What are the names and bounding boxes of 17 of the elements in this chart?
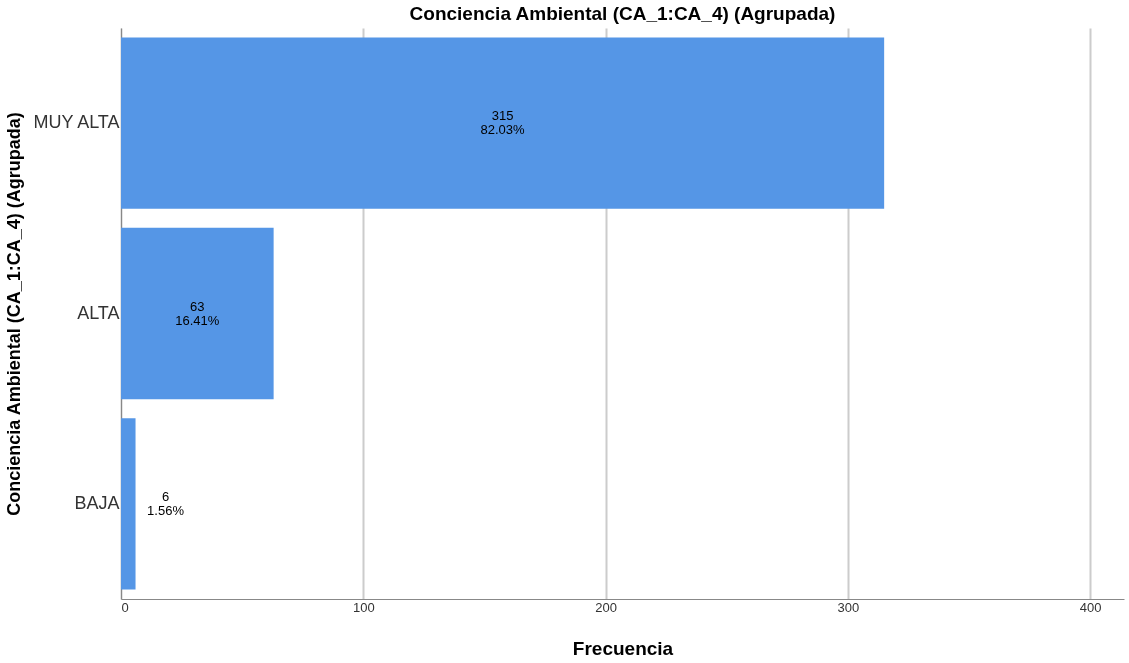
y-tick-label: MUY ALTA <box>33 112 120 133</box>
x-tick-label: 0 <box>121 599 129 615</box>
data-label: 315 82.03% <box>480 108 526 138</box>
chart-title: Conciencia Ambiental (CA_1:CA_4) (Agrupada) <box>409 3 836 24</box>
bar <box>121 227 274 400</box>
x-tick-label: 400 <box>1079 599 1102 615</box>
x-tick-label: 100 <box>352 599 375 615</box>
x-axis-title: Frecuencia <box>572 637 674 659</box>
x-tick-label: 200 <box>595 599 617 615</box>
data-label: 6 1.56% <box>147 488 185 518</box>
y-tick-label: BAJA <box>74 492 120 513</box>
y-axis-title: Conciencia Ambiental (CA_1:CA_4) (Agrupada) <box>4 112 25 516</box>
bar <box>121 418 136 590</box>
data-label: 63 16.41% <box>175 298 220 328</box>
y-tick-label: ALTA <box>77 302 120 323</box>
x-tick-label: 300 <box>837 599 860 615</box>
bar <box>121 37 885 209</box>
